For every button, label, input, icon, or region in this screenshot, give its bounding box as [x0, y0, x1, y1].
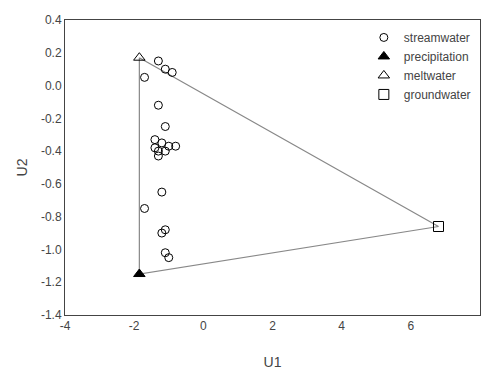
svg-text:groundwater: groundwater: [404, 88, 471, 102]
svg-text:meltwater: meltwater: [404, 69, 456, 83]
svg-text:-0.2: -0.2: [41, 112, 62, 126]
svg-text:-0.6: -0.6: [41, 177, 62, 191]
svg-text:-1.4: -1.4: [41, 308, 62, 322]
svg-text:-1.2: -1.2: [41, 275, 62, 289]
svg-text:-0.4: -0.4: [41, 144, 62, 158]
svg-text:2: 2: [269, 319, 276, 333]
svg-text:streamwater: streamwater: [404, 31, 470, 45]
svg-text:0: 0: [200, 319, 207, 333]
svg-text:U1: U1: [264, 354, 282, 370]
svg-text:0.2: 0.2: [45, 46, 62, 60]
svg-text:-2: -2: [129, 319, 140, 333]
svg-text:-1.0: -1.0: [41, 243, 62, 257]
svg-text:precipitation: precipitation: [404, 50, 469, 64]
svg-text:0.0: 0.0: [45, 79, 62, 93]
svg-text:U2: U2: [14, 158, 30, 176]
svg-text:4: 4: [338, 319, 345, 333]
svg-text:6: 6: [407, 319, 414, 333]
svg-text:-4: -4: [60, 319, 71, 333]
svg-text:-0.8: -0.8: [41, 210, 62, 224]
svg-text:0.4: 0.4: [45, 13, 62, 27]
